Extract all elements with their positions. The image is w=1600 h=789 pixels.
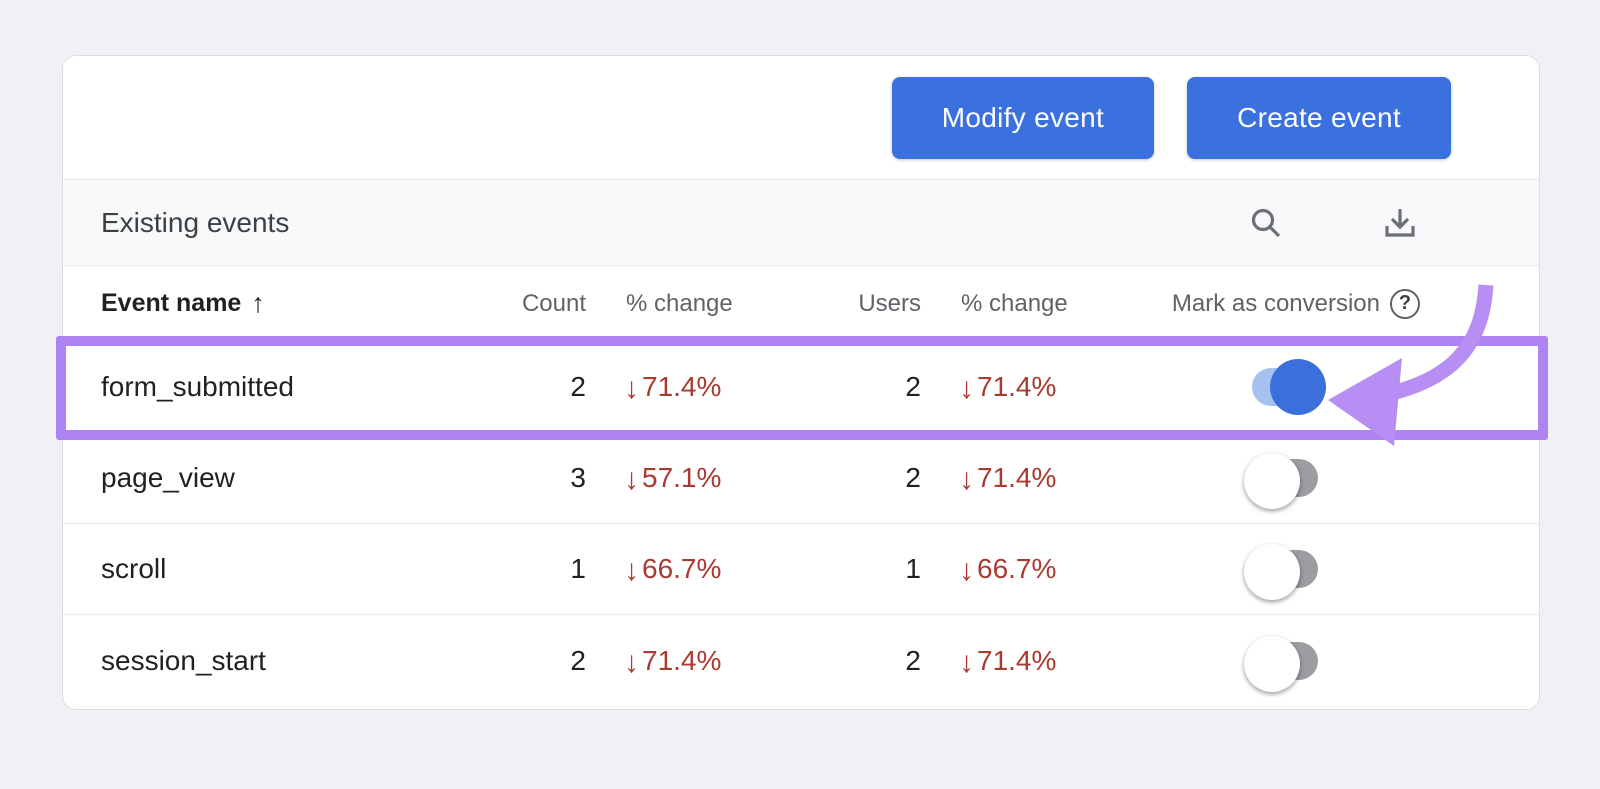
users-change-cell: ↓ 71.4% xyxy=(921,370,1136,405)
users-cell: 2 xyxy=(905,462,921,493)
table-body: form_submitted 2 ↓ 71.4% 2 ↓ 71.4% page_… xyxy=(63,342,1539,706)
toggle-knob xyxy=(1244,453,1300,509)
conversion-cell xyxy=(1136,635,1539,692)
event-name-cell: scroll xyxy=(101,553,167,584)
toggle-knob xyxy=(1244,635,1300,692)
decrease-arrow-icon: ↓ xyxy=(959,372,974,405)
panel-title: Existing events xyxy=(101,206,290,238)
decrease-arrow-icon: ↓ xyxy=(624,463,639,496)
download-icon[interactable] xyxy=(1381,204,1419,242)
conversion-cell xyxy=(1136,359,1539,415)
conversion-cell xyxy=(1136,544,1539,600)
count-change-value: 71.4% xyxy=(642,371,722,402)
toggle-knob xyxy=(1270,359,1326,415)
conversion-toggle[interactable] xyxy=(1244,635,1318,692)
actions-toolbar: Modify event Create event xyxy=(63,56,1539,180)
column-header-conversion: Mark as conversion ? xyxy=(1136,288,1539,319)
toggle-knob xyxy=(1244,544,1300,600)
conversion-toggle[interactable] xyxy=(1252,359,1326,415)
conversion-toggle[interactable] xyxy=(1244,453,1318,509)
column-header-users[interactable]: Users xyxy=(858,289,921,317)
panel-icons xyxy=(1247,204,1539,242)
count-change-cell: ↓ 71.4% xyxy=(586,644,796,679)
count-cell: 1 xyxy=(570,553,586,584)
table-row: form_submitted 2 ↓ 71.4% 2 ↓ 71.4% xyxy=(63,342,1539,433)
event-name-cell: page_view xyxy=(101,462,235,493)
users-change-cell: ↓ 66.7% xyxy=(921,552,1136,587)
help-icon[interactable]: ? xyxy=(1390,288,1420,319)
table-row: scroll 1 ↓ 66.7% 1 ↓ 66.7% xyxy=(63,524,1539,615)
column-header-users-change[interactable]: % change xyxy=(961,289,1068,317)
users-change-value: 71.4% xyxy=(977,462,1057,493)
decrease-arrow-icon: ↓ xyxy=(624,645,639,679)
count-change-value: 57.1% xyxy=(642,462,722,493)
conversion-label: Mark as conversion xyxy=(1171,289,1380,317)
modify-event-button[interactable]: Modify event xyxy=(891,76,1155,159)
users-change-cell: ↓ 71.4% xyxy=(921,644,1136,679)
create-event-button[interactable]: Create event xyxy=(1187,76,1451,159)
count-cell: 3 xyxy=(570,462,586,493)
column-header-count[interactable]: Count xyxy=(521,289,586,317)
users-change-value: 66.7% xyxy=(977,553,1057,584)
event-name-cell: session_start xyxy=(101,644,266,676)
table-header-row: Event name ↑ Count % change Users % chan… xyxy=(63,266,1539,342)
users-change-cell: ↓ 71.4% xyxy=(921,461,1136,496)
events-card: Modify event Create event Existing event… xyxy=(62,55,1540,710)
count-cell: 2 xyxy=(570,371,586,402)
sort-ascending-icon: ↑ xyxy=(251,288,265,318)
count-change-cell: ↓ 71.4% xyxy=(586,370,796,405)
decrease-arrow-icon: ↓ xyxy=(959,463,974,496)
users-cell: 2 xyxy=(905,371,921,402)
column-header-count-change[interactable]: % change xyxy=(626,289,733,317)
count-change-cell: ↓ 57.1% xyxy=(586,461,796,496)
count-cell: 2 xyxy=(570,644,586,676)
count-change-cell: ↓ 66.7% xyxy=(586,552,796,587)
event-name-label: Event name xyxy=(101,289,242,317)
users-change-value: 71.4% xyxy=(977,644,1057,676)
conversion-cell xyxy=(1136,453,1539,509)
panel-header: Existing events xyxy=(63,180,1539,266)
event-name-cell: form_submitted xyxy=(101,371,294,402)
users-cell: 1 xyxy=(905,553,921,584)
decrease-arrow-icon: ↓ xyxy=(959,645,974,679)
conversion-toggle[interactable] xyxy=(1244,544,1318,600)
search-icon[interactable] xyxy=(1247,204,1285,242)
count-change-value: 71.4% xyxy=(642,644,722,676)
table-row: session_start 2 ↓ 71.4% 2 ↓ 71.4% xyxy=(63,615,1539,706)
count-change-value: 66.7% xyxy=(642,553,722,584)
users-change-value: 71.4% xyxy=(977,371,1057,402)
decrease-arrow-icon: ↓ xyxy=(959,554,974,587)
users-cell: 2 xyxy=(905,644,921,676)
decrease-arrow-icon: ↓ xyxy=(624,554,639,587)
table-row: page_view 3 ↓ 57.1% 2 ↓ 71.4% xyxy=(63,433,1539,524)
column-header-event-name[interactable]: Event name ↑ xyxy=(101,288,483,319)
decrease-arrow-icon: ↓ xyxy=(624,372,639,405)
